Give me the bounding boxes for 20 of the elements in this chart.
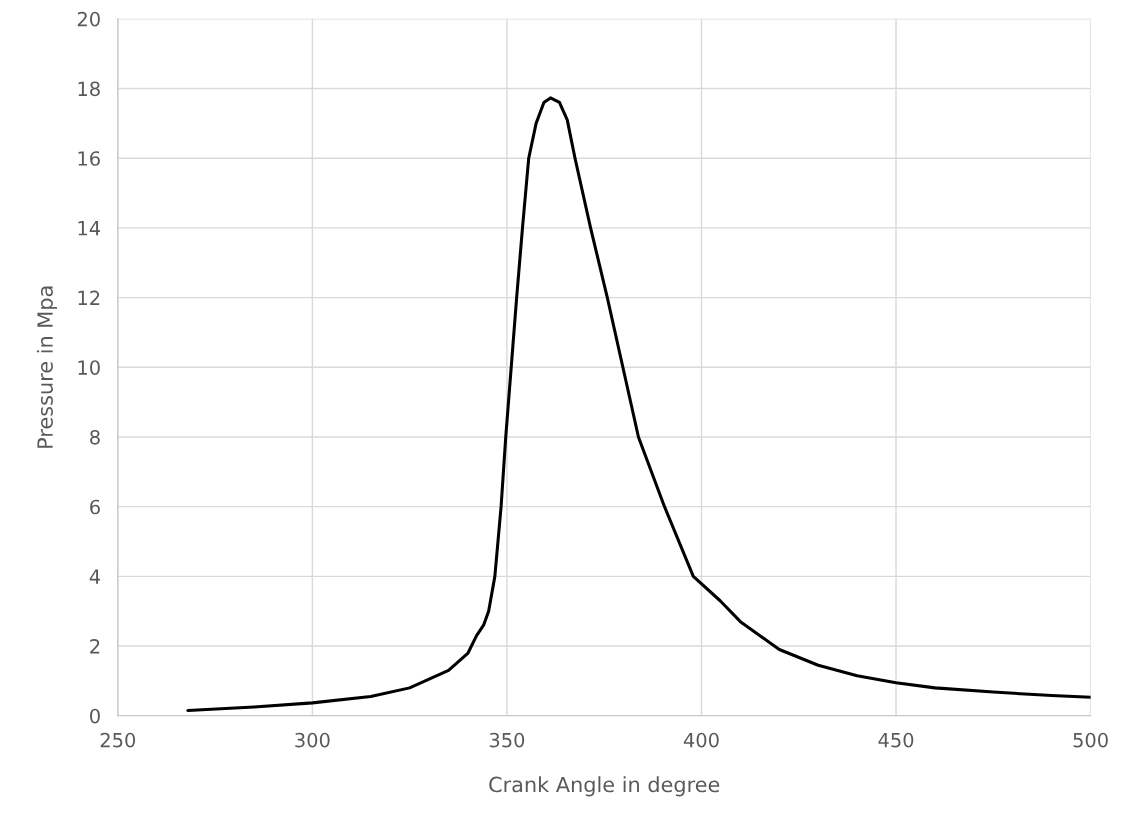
x-tick-label: 250 — [100, 732, 136, 748]
x-axis-title: Crank Angle in degree — [489, 776, 720, 797]
y-tick-label: 14 — [78, 221, 101, 236]
y-tick-label: 2 — [90, 639, 100, 654]
y-tick-label: 20 — [77, 11, 100, 27]
y-tick-label: 12 — [78, 290, 100, 305]
x-tick-label: 500 — [1073, 732, 1108, 748]
y-tick-label: 0 — [90, 708, 100, 724]
y-tick-label: 10 — [78, 360, 100, 375]
x-tick-label: 400 — [683, 732, 719, 748]
y-tick-label: 16 — [78, 151, 100, 166]
y-tick-label: 8 — [90, 429, 100, 445]
line-series — [186, 96, 1091, 713]
x-tick-label: 350 — [489, 732, 525, 748]
y-tick-label: 4 — [89, 569, 101, 584]
y-axis-title: Pressure in Mpa — [36, 286, 57, 448]
x-tick-label: 450 — [878, 732, 914, 748]
y-tick-label: 18 — [78, 81, 100, 97]
x-tick-label: 300 — [295, 732, 330, 748]
y-tick-label: 6 — [90, 499, 100, 515]
